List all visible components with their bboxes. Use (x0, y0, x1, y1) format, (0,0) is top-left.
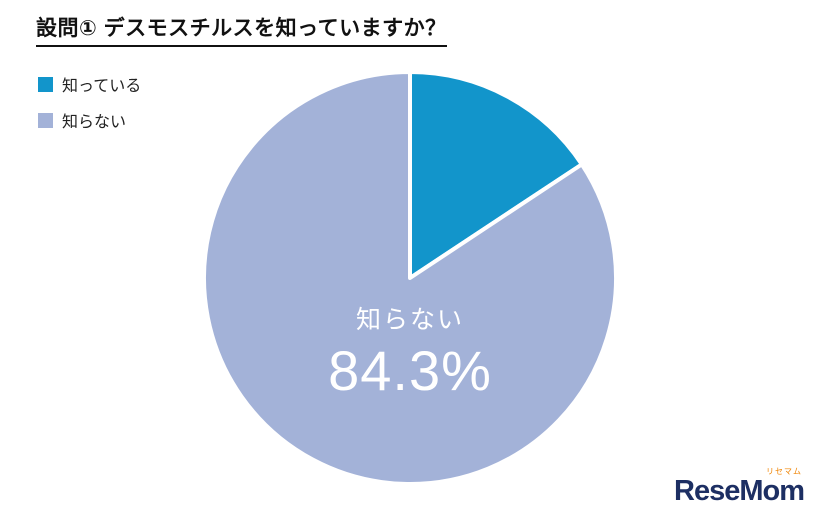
legend-swatch-know (38, 76, 53, 92)
chart-title: 設問① デスモスチルスを知っていますか？ (36, 12, 447, 47)
pie-slice-1 (202, 70, 618, 486)
chart-legend: 知っている 知らない (38, 72, 141, 132)
resemom-logo: リセマム ReseMom (674, 467, 805, 507)
pie-slice-0 (408, 70, 584, 280)
legend-swatch-dont-know (38, 112, 53, 128)
resemom-logo-subtext: リセマム (766, 467, 802, 476)
pie-chart-area: 知らない 84.3% (198, 66, 622, 490)
pie-chart (202, 70, 618, 486)
legend-item-dont-know: 知らない (38, 108, 141, 132)
legend-label-dont-know: 知らない (62, 114, 127, 131)
resemom-logo-text: ReseMom (674, 475, 805, 507)
legend-label-know: 知っている (62, 78, 142, 95)
legend-item-know: 知っている (38, 72, 141, 96)
